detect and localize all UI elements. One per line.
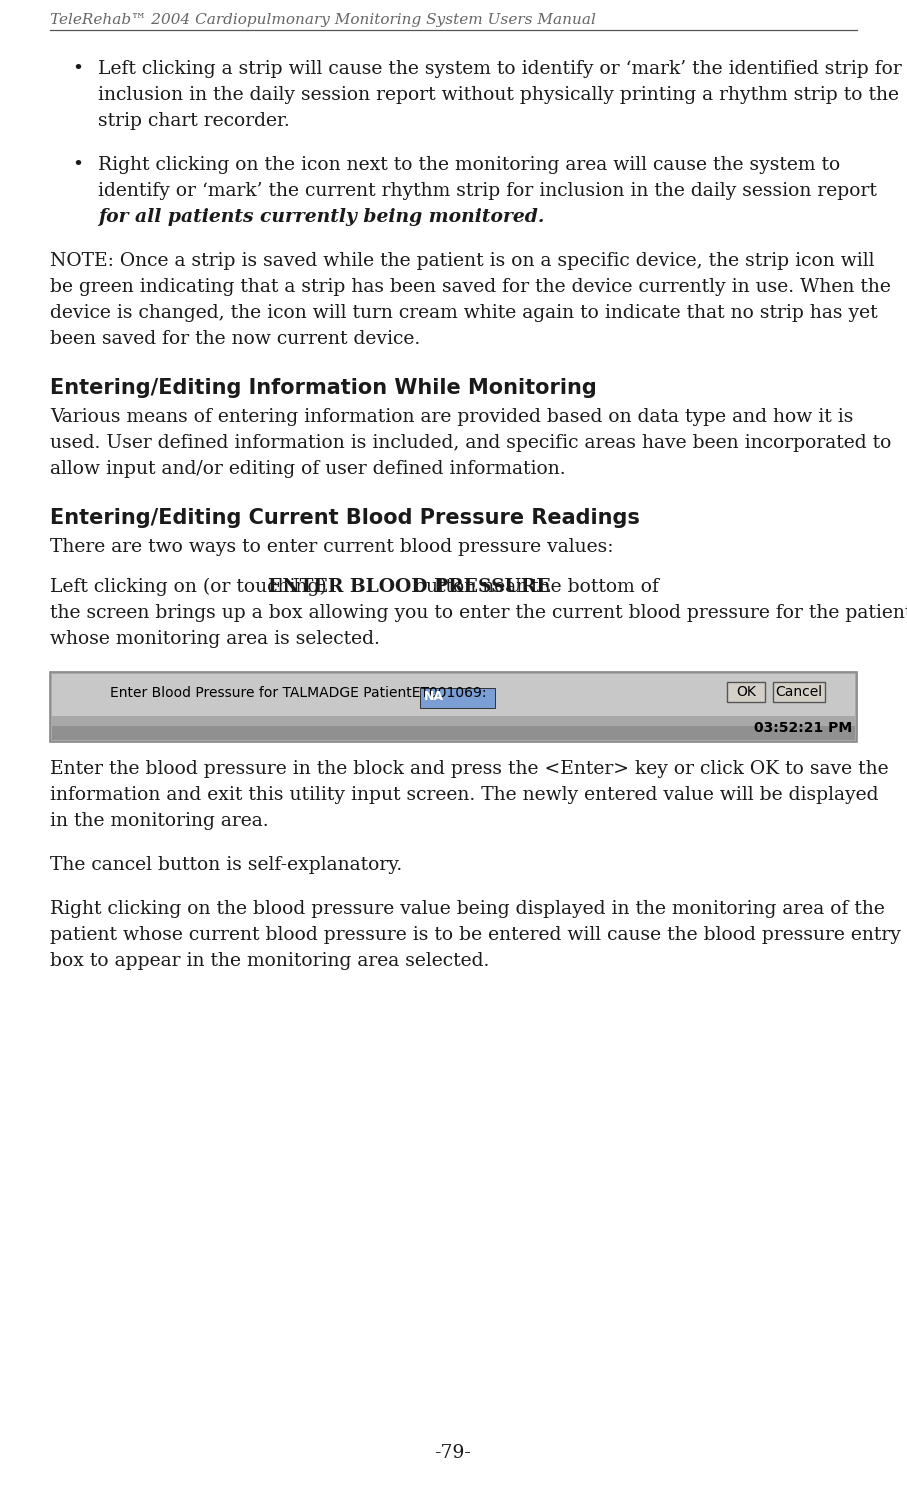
Text: button near the bottom of: button near the bottom of bbox=[408, 578, 658, 596]
FancyBboxPatch shape bbox=[52, 673, 855, 717]
FancyBboxPatch shape bbox=[420, 688, 495, 708]
Text: Cancel: Cancel bbox=[775, 685, 823, 699]
Text: Enter Blood Pressure for TALMADGE PatientET001069:: Enter Blood Pressure for TALMADGE Patien… bbox=[110, 685, 486, 700]
Text: ENTER BLOOD PRESSURE: ENTER BLOOD PRESSURE bbox=[268, 578, 551, 596]
Text: OK: OK bbox=[736, 685, 756, 699]
Text: 03:52:21 PM: 03:52:21 PM bbox=[754, 721, 852, 735]
Text: Left clicking on (or touching): Left clicking on (or touching) bbox=[50, 578, 333, 596]
Text: patient whose current blood pressure is to be entered will cause the blood press: patient whose current blood pressure is … bbox=[50, 925, 901, 945]
Text: -79-: -79- bbox=[434, 1444, 472, 1462]
Text: allow input and/or editing of user defined information.: allow input and/or editing of user defin… bbox=[50, 460, 566, 478]
Text: TeleRehab™ 2004 Cardiopulmonary Monitoring System Users Manual: TeleRehab™ 2004 Cardiopulmonary Monitori… bbox=[50, 13, 596, 27]
Text: Enter the blood pressure in the block and press the <Enter> key or click OK to s: Enter the blood pressure in the block an… bbox=[50, 760, 889, 778]
FancyBboxPatch shape bbox=[52, 726, 855, 741]
Text: Entering/Editing Current Blood Pressure Readings: Entering/Editing Current Blood Pressure … bbox=[50, 508, 639, 527]
Text: The cancel button is self-explanatory.: The cancel button is self-explanatory. bbox=[50, 855, 402, 875]
Text: been saved for the now current device.: been saved for the now current device. bbox=[50, 329, 420, 349]
FancyBboxPatch shape bbox=[773, 682, 825, 702]
Text: strip chart recorder.: strip chart recorder. bbox=[98, 112, 289, 130]
Text: device is changed, the icon will turn cream white again to indicate that no stri: device is changed, the icon will turn cr… bbox=[50, 304, 878, 322]
Text: whose monitoring area is selected.: whose monitoring area is selected. bbox=[50, 630, 380, 648]
Text: inclusion in the daily session report without physically printing a rhythm strip: inclusion in the daily session report wi… bbox=[98, 86, 899, 104]
Text: Entering/Editing Information While Monitoring: Entering/Editing Information While Monit… bbox=[50, 378, 597, 398]
Text: be green indicating that a strip has been saved for the device currently in use.: be green indicating that a strip has bee… bbox=[50, 279, 891, 297]
Text: There are two ways to enter current blood pressure values:: There are two ways to enter current bloo… bbox=[50, 538, 613, 556]
Text: Right clicking on the blood pressure value being displayed in the monitoring are: Right clicking on the blood pressure val… bbox=[50, 900, 885, 918]
Text: the screen brings up a box allowing you to enter the current blood pressure for : the screen brings up a box allowing you … bbox=[50, 603, 907, 621]
Text: box to appear in the monitoring area selected.: box to appear in the monitoring area sel… bbox=[50, 952, 490, 970]
Text: Left clicking a strip will cause the system to identify or ‘mark’ the identified: Left clicking a strip will cause the sys… bbox=[98, 60, 902, 77]
Text: identify or ‘mark’ the current rhythm strip for inclusion in the daily session r: identify or ‘mark’ the current rhythm st… bbox=[98, 182, 883, 200]
Text: in the monitoring area.: in the monitoring area. bbox=[50, 812, 268, 830]
Text: Right clicking on the icon next to the monitoring area will cause the system to: Right clicking on the icon next to the m… bbox=[98, 156, 840, 174]
FancyBboxPatch shape bbox=[50, 672, 857, 742]
Text: NOTE: Once a strip is saved while the patient is on a specific device, the strip: NOTE: Once a strip is saved while the pa… bbox=[50, 252, 874, 270]
Text: used. User defined information is included, and specific areas have been incorpo: used. User defined information is includ… bbox=[50, 434, 892, 451]
Text: for all patients currently being monitored.: for all patients currently being monitor… bbox=[98, 209, 544, 226]
Text: Various means of entering information are provided based on data type and how it: Various means of entering information ar… bbox=[50, 408, 853, 426]
Text: •: • bbox=[72, 156, 83, 174]
Text: NA: NA bbox=[424, 690, 444, 703]
Text: information and exit this utility input screen. The newly entered value will be : information and exit this utility input … bbox=[50, 787, 879, 805]
Text: •: • bbox=[72, 60, 83, 77]
FancyBboxPatch shape bbox=[727, 682, 765, 702]
